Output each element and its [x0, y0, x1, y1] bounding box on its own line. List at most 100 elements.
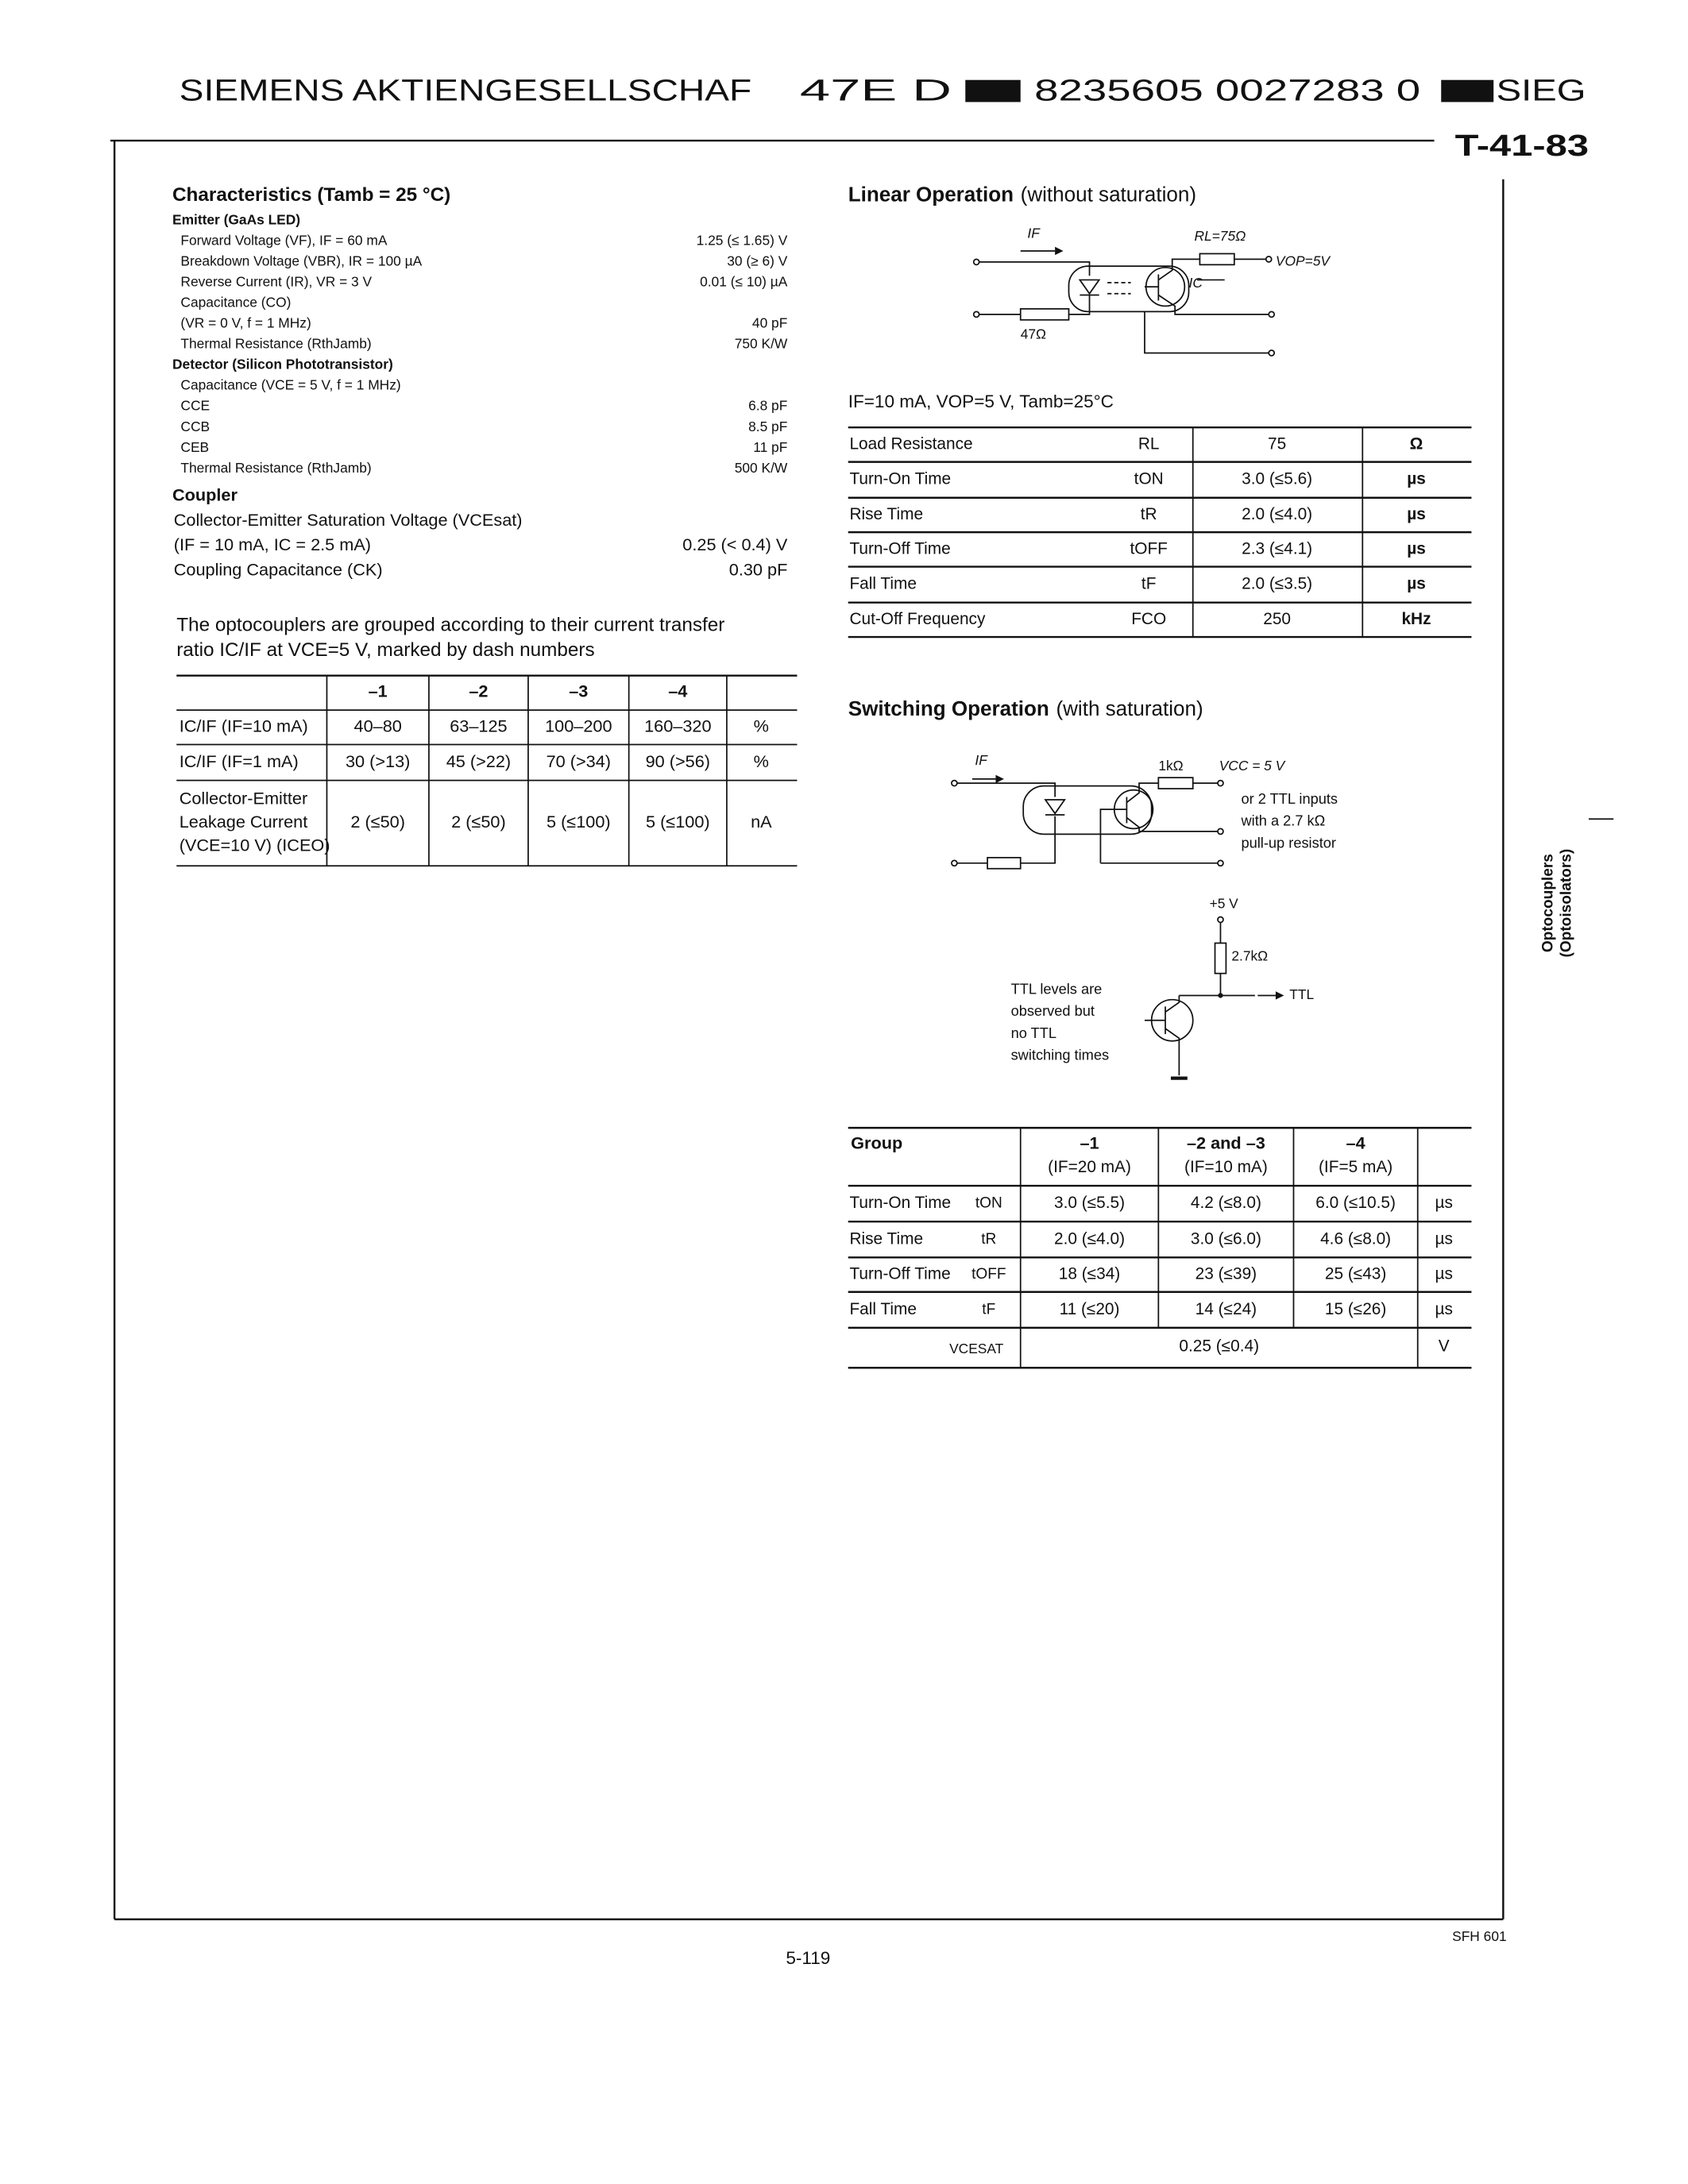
symbol: tON: [975, 1195, 1002, 1212]
column-header: Group: [851, 1133, 902, 1153]
value: 30 (≥ 6) V: [727, 253, 788, 268]
value: 750 K/W: [735, 336, 788, 352]
parameter: Turn-On Time: [849, 1194, 951, 1212]
value: 11 pF: [753, 439, 787, 455]
cell: 160–320: [644, 716, 711, 736]
parameter: (IF = 10 mA, IC = 2.5 mA): [174, 534, 371, 554]
parameter: CEB: [180, 439, 209, 455]
value: 75: [1268, 434, 1286, 453]
value: 15 (≤26): [1325, 1300, 1386, 1318]
value: 0.01 (≤ 10) µA: [700, 273, 788, 289]
value: 0.25 (< 0.4) V: [682, 534, 788, 554]
circuit-label: 1kΩ: [1158, 758, 1183, 774]
reference: T-41-83: [1455, 129, 1589, 163]
value: 2.3 (≤4.1): [1242, 539, 1312, 558]
circuit-note: with a 2.7 kΩ: [1240, 813, 1325, 829]
parameter: Rise Time: [849, 505, 923, 523]
section-heading: Coupler: [172, 485, 238, 505]
side-label: Optocouplers: [1540, 854, 1557, 952]
value: 3.0 (≤6.0): [1191, 1229, 1261, 1248]
row-label: Leakage Current: [180, 812, 308, 832]
value: 250: [1263, 610, 1291, 628]
cell: 30 (>13): [346, 751, 410, 771]
row-label: (VCE=10 V) (ICEO): [180, 835, 330, 855]
circuit-label: VCC = 5 V: [1219, 758, 1286, 774]
parameter: Rise Time: [849, 1229, 923, 1248]
value: 6.8 pF: [748, 398, 787, 414]
parameter: Turn-On Time: [849, 470, 951, 488]
column-header: –1: [369, 681, 388, 700]
cell: 90 (>56): [646, 751, 710, 771]
cell: 5 (≤100): [547, 812, 611, 832]
column-header: –4: [668, 681, 687, 700]
section-title: Characteristics (Tamb = 25 °C): [172, 184, 450, 206]
header-code: 47E D: [800, 73, 952, 107]
circuit-label: TTL: [1289, 986, 1314, 1002]
barcode-block: [1441, 79, 1494, 102]
value: 14 (≤24): [1196, 1300, 1257, 1318]
value: 3.0 (≤5.6): [1242, 470, 1312, 488]
parameter: Turn-Off Time: [849, 1265, 950, 1283]
parameter: Fall Time: [849, 1300, 916, 1318]
value: 1.25 (≤ 1.65) V: [697, 232, 788, 248]
value: 8.5 pF: [748, 419, 787, 434]
parameter: Load Resistance: [849, 434, 972, 453]
company: SIEMENS AKTIENGESELLSCHAF: [180, 73, 751, 107]
value: 2.0 (≤3.5): [1242, 575, 1312, 593]
row-label: IC/IF (IF=10 mA): [180, 716, 308, 736]
circuit-label: 2.7kΩ: [1231, 947, 1268, 963]
side-label: (Optoisolators): [1558, 849, 1574, 958]
value: 4.2 (≤8.0): [1191, 1194, 1261, 1212]
paragraph: ratio IC/IF at VCE=5 V, marked by dash n…: [176, 639, 594, 661]
section-title: Linear Operation (without saturation): [848, 182, 1196, 206]
section-heading: Detector (Silicon Phototransistor): [172, 357, 393, 372]
value: 25 (≤43): [1325, 1265, 1386, 1283]
cell: 5 (≤100): [646, 812, 710, 832]
unit: V: [1439, 1337, 1450, 1356]
section-heading: Emitter (GaAs LED): [172, 211, 300, 227]
circuit-label: IF: [1027, 226, 1041, 241]
unit: µs: [1407, 539, 1426, 558]
value: 2.0 (≤4.0): [1054, 1229, 1125, 1248]
symbol: FCO: [1131, 610, 1166, 628]
circuit-note: observed but: [1011, 1003, 1095, 1019]
parameter: Thermal Resistance (RthJamb): [180, 460, 371, 476]
unit: µs: [1435, 1194, 1452, 1212]
unit: Ω: [1410, 434, 1423, 453]
circuit-label: VOP=5V: [1276, 253, 1331, 268]
circuit-note: switching times: [1011, 1048, 1110, 1063]
circuit-note: TTL levels are: [1011, 981, 1103, 997]
unit: µs: [1435, 1300, 1452, 1318]
row-label: Collector-Emitter: [180, 789, 307, 808]
cell: 45 (>22): [446, 751, 511, 771]
unit: nA: [751, 812, 772, 832]
value: 11 (≤20): [1060, 1300, 1120, 1318]
value: 0.25 (≤0.4): [1179, 1337, 1259, 1356]
page-number: 5-119: [786, 1948, 830, 1968]
symbol: RL: [1138, 434, 1160, 453]
symbol: tF: [1141, 575, 1157, 593]
circuit-note: no TTL: [1011, 1025, 1056, 1041]
value: 23 (≤39): [1196, 1265, 1257, 1283]
parameter: CCB: [180, 419, 210, 434]
value: 0.30 pF: [729, 559, 788, 579]
symbol: tR: [981, 1231, 996, 1248]
parameter: Capacitance (CO): [180, 295, 291, 311]
subtitle: (without saturation): [1021, 182, 1196, 206]
cell: 63–125: [450, 716, 507, 736]
cell: 40–80: [354, 716, 402, 736]
circuit-note: or 2 TTL inputs: [1241, 791, 1338, 807]
circuit-label: RL=75Ω: [1194, 228, 1246, 244]
symbol: tOFF: [971, 1266, 1006, 1283]
parameter: Capacitance (VCE = 5 V, f = 1 MHz): [180, 377, 400, 393]
linear-circuit: [972, 246, 1276, 357]
column-header: –2 and –3: [1187, 1133, 1265, 1153]
column-header: –4: [1346, 1133, 1365, 1153]
parameter: Turn-Off Time: [849, 539, 950, 558]
cell: 2 (≤50): [350, 812, 405, 832]
conditions: IF=10 mA, VOP=5 V, Tamb=25°C: [848, 392, 1114, 411]
parameter: Thermal Resistance (RthJamb): [180, 336, 371, 352]
parameter: Breakdown Voltage (VBR), IR = 100 µA: [180, 253, 422, 268]
parameter: Coupling Capacitance (CK): [174, 559, 383, 579]
